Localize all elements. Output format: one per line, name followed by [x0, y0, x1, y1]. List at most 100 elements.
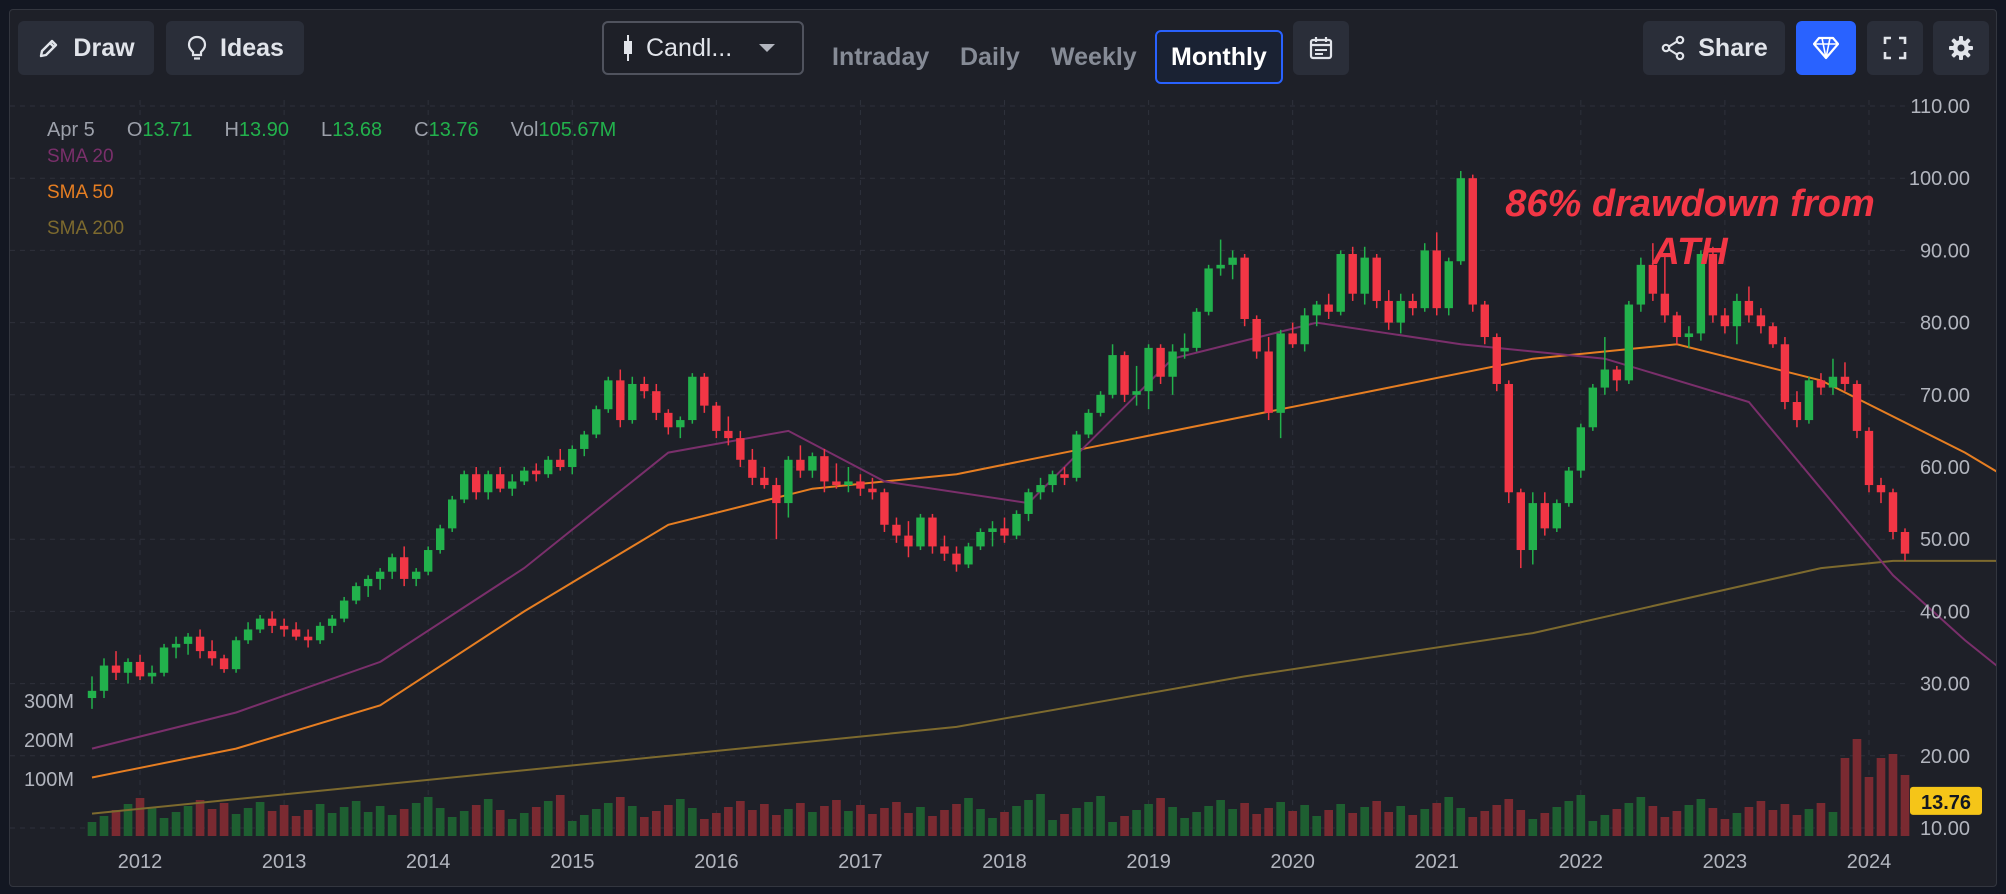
indicator-sma50[interactable]: SMA 50	[47, 182, 114, 203]
volume-bar	[820, 806, 829, 836]
candle-body	[1252, 318, 1261, 352]
settings-button[interactable]	[1933, 21, 1989, 75]
candle	[1312, 300, 1321, 327]
candle-body	[1540, 503, 1550, 529]
time-tick-label: 2023	[1703, 851, 1748, 873]
candle	[1588, 383, 1598, 431]
candle	[111, 651, 121, 680]
volume-bar	[1000, 812, 1009, 836]
interval-intraday[interactable]: Intraday	[832, 43, 930, 71]
volume-axis: 300M 200M 100M	[24, 691, 74, 791]
indicator-sma20[interactable]: SMA 20	[47, 146, 114, 167]
candle	[748, 448, 757, 486]
candle	[1828, 358, 1838, 395]
draw-button[interactable]: Draw	[18, 21, 154, 75]
candle-body	[1504, 383, 1513, 493]
volume-bar	[327, 813, 337, 836]
time-tick-label: 2018	[982, 851, 1027, 873]
candle-body	[1840, 376, 1850, 384]
volume-bar	[147, 807, 157, 836]
price-chart[interactable]: 110.00 100.00 90.00 80.00 70.00 60.00 50.00 40.…	[10, 10, 1996, 886]
volume-bar	[495, 810, 505, 836]
candle	[784, 456, 793, 518]
candle-body	[952, 553, 961, 565]
volume-bar	[1300, 805, 1309, 836]
volume-bar	[483, 799, 493, 836]
candle-body	[1060, 474, 1069, 478]
volume-bar	[99, 816, 109, 836]
volume-bar	[1804, 809, 1814, 836]
volume-bar	[1504, 799, 1514, 836]
candle-body	[1276, 333, 1285, 413]
premium-button[interactable]	[1796, 21, 1856, 75]
candle	[351, 582, 361, 605]
candle	[1024, 488, 1033, 522]
volume-bar	[1600, 815, 1610, 836]
chart-type-dropdown[interactable]: Candl...	[602, 21, 804, 75]
candle	[171, 636, 181, 659]
candle	[1348, 246, 1357, 301]
candle-body	[736, 438, 745, 460]
volume-bar	[844, 811, 853, 836]
volume-bar	[1696, 799, 1706, 836]
candle	[724, 416, 733, 446]
volume-bar	[543, 801, 553, 836]
candle-body	[423, 550, 433, 572]
candle	[1396, 293, 1405, 334]
candle	[1324, 293, 1333, 319]
candle-body	[748, 459, 757, 478]
candle	[1060, 467, 1069, 486]
volume-bar	[1648, 806, 1658, 836]
indicator-sma200[interactable]: SMA 200	[47, 218, 125, 239]
candle-body	[1804, 380, 1814, 421]
interval-daily[interactable]: Daily	[960, 43, 1020, 71]
fullscreen-button[interactable]	[1867, 21, 1923, 75]
candle	[712, 402, 721, 439]
interval-weekly[interactable]: Weekly	[1051, 43, 1137, 71]
candle-body	[460, 474, 469, 500]
volume-bar	[255, 802, 265, 836]
candle-body	[1324, 304, 1333, 312]
candle-body	[447, 499, 457, 529]
candle-body	[1564, 470, 1574, 504]
last-price-tag: 13.76	[1910, 786, 1982, 815]
volume-bar	[988, 818, 997, 836]
pencil-icon	[40, 39, 58, 58]
candle-body	[508, 481, 517, 489]
interval-monthly[interactable]: Monthly	[1155, 30, 1283, 84]
candle	[1900, 528, 1910, 561]
candle-body	[1132, 391, 1141, 395]
candle-body	[387, 557, 397, 572]
candle	[1144, 344, 1153, 410]
volume-bar	[231, 814, 241, 836]
chevron-down-icon	[759, 44, 776, 52]
volume-bar	[928, 816, 937, 836]
candle	[1552, 499, 1562, 532]
candle	[1480, 300, 1489, 345]
date-range-button[interactable]	[1293, 21, 1349, 75]
candle	[231, 636, 241, 673]
price-tick-label: 80.00	[1920, 313, 1970, 335]
volume-bar	[1492, 805, 1502, 836]
volume-bar	[904, 813, 913, 836]
volume-bar	[1228, 809, 1237, 836]
candle	[1684, 326, 1694, 348]
candle	[1192, 308, 1201, 352]
volume-bar	[736, 801, 745, 836]
ideas-button[interactable]: Ideas	[166, 21, 304, 75]
candle	[1864, 427, 1874, 493]
sma20-line	[91, 321, 1996, 750]
volume-bar	[1876, 758, 1886, 836]
volume-bar	[916, 807, 925, 836]
candle-body	[1636, 264, 1646, 305]
candle-body	[1264, 351, 1273, 413]
candle-body	[1396, 300, 1405, 323]
time-tick-label: 2013	[262, 851, 307, 873]
volume-bar	[1276, 802, 1285, 836]
candle-body	[928, 517, 937, 547]
candle	[1072, 430, 1081, 482]
volume-bar	[87, 822, 97, 836]
share-button[interactable]: Share	[1643, 21, 1785, 75]
candle	[1768, 322, 1778, 348]
candle-body	[1312, 304, 1321, 316]
